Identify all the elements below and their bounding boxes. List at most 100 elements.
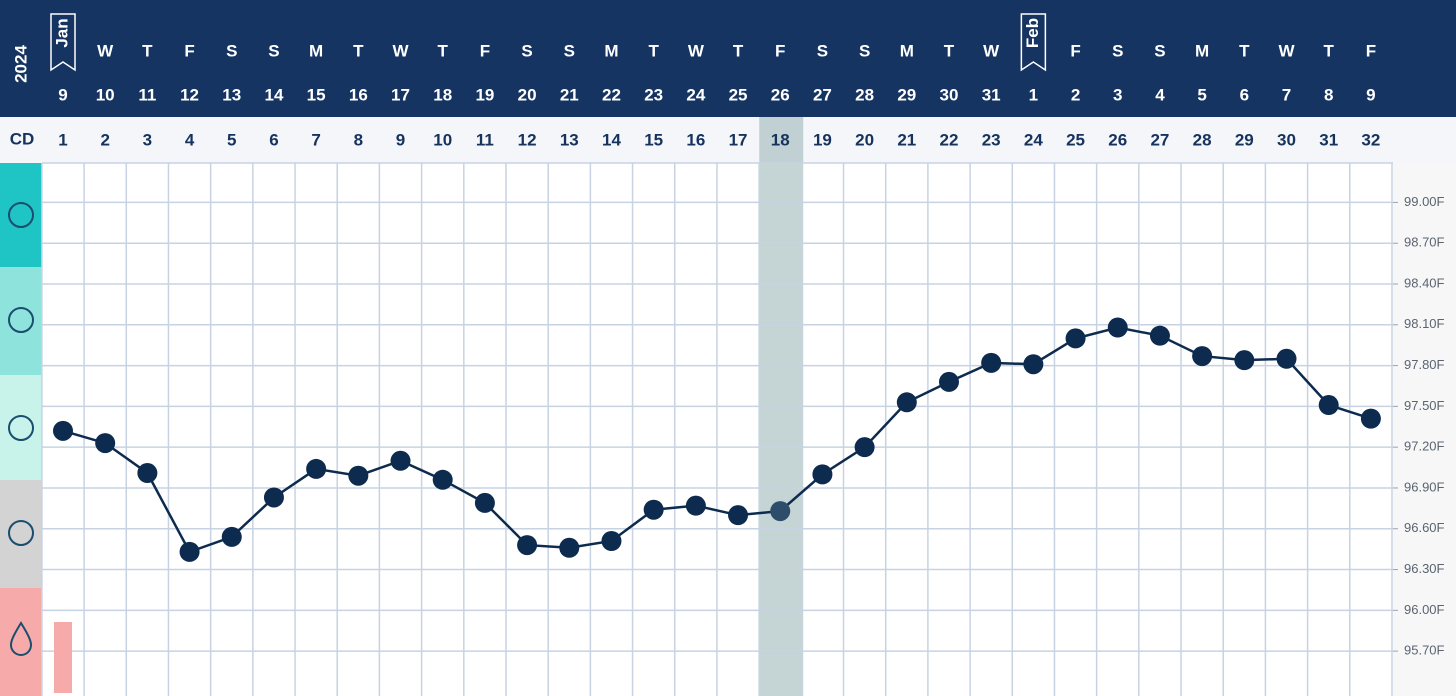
cycle-day: 9 xyxy=(396,130,405,149)
cycle-day: 2 xyxy=(100,130,109,149)
date: 24 xyxy=(686,85,705,104)
y-tick-label: 96.90F xyxy=(1404,479,1445,494)
temperature-point xyxy=(685,495,706,516)
date: 9 xyxy=(1366,85,1375,104)
cycle-day: 20 xyxy=(855,130,874,149)
weekday: F xyxy=(184,41,194,60)
date: 19 xyxy=(475,85,494,104)
y-tick-label: 97.80F xyxy=(1404,357,1445,372)
date: 23 xyxy=(644,85,663,104)
y-tick-label: 96.30F xyxy=(1404,561,1445,576)
cycle-day: 27 xyxy=(1150,130,1169,149)
y-tick-label: 98.10F xyxy=(1404,316,1445,331)
weekday: T xyxy=(438,41,449,60)
month-flag xyxy=(50,13,76,72)
temperature-point xyxy=(1192,346,1213,367)
weekday: S xyxy=(521,41,532,60)
cycle-day: 8 xyxy=(354,130,363,149)
axis-panel xyxy=(1393,163,1456,696)
y-tick-label: 98.40F xyxy=(1404,275,1445,290)
temperature-point xyxy=(1149,325,1170,346)
temperature-point xyxy=(348,465,369,486)
temperature-point xyxy=(179,541,200,562)
cycle-day: 26 xyxy=(1108,130,1127,149)
temperature-point xyxy=(53,420,73,441)
band xyxy=(0,480,42,588)
cycle-day: 32 xyxy=(1361,130,1380,149)
weekday: T xyxy=(944,41,955,60)
weekday: S xyxy=(1112,41,1123,60)
weekday: W xyxy=(1278,41,1295,60)
weekday: T xyxy=(733,41,744,60)
temperature-point xyxy=(95,433,116,454)
weekday: M xyxy=(309,41,323,60)
cycle-day: 6 xyxy=(269,130,278,149)
cycle-day: 24 xyxy=(1024,130,1043,149)
cycle-day: 21 xyxy=(897,130,916,149)
cycle-day: 4 xyxy=(185,130,195,149)
date: 8 xyxy=(1324,85,1333,104)
temperature-point xyxy=(137,463,158,484)
weekday: F xyxy=(775,41,785,60)
weekday: W xyxy=(392,41,409,60)
date: 31 xyxy=(982,85,1001,104)
band xyxy=(0,588,42,696)
weekday: T xyxy=(648,41,659,60)
cycle-day: 22 xyxy=(940,130,959,149)
weekday: S xyxy=(859,41,870,60)
cycle-day: 30 xyxy=(1277,130,1296,149)
temperature-point xyxy=(728,505,749,526)
date: 30 xyxy=(940,85,959,104)
icons xyxy=(8,202,34,656)
date: 10 xyxy=(96,85,115,104)
temperature-point xyxy=(390,450,411,471)
y-tick-label: 96.00F xyxy=(1404,602,1445,617)
weekday: F xyxy=(480,41,490,60)
date: 15 xyxy=(307,85,326,104)
date: 12 xyxy=(180,85,199,104)
date: 5 xyxy=(1197,85,1206,104)
weekday: S xyxy=(1154,41,1165,60)
cd-label: CD xyxy=(10,129,35,148)
date: 25 xyxy=(729,85,748,104)
date: 29 xyxy=(897,85,916,104)
date: 27 xyxy=(813,85,832,104)
y-tick-label: 95.70F xyxy=(1404,643,1445,658)
band xyxy=(0,375,42,480)
date: 3 xyxy=(1113,85,1122,104)
temperature-point xyxy=(1360,408,1381,429)
weekday: S xyxy=(564,41,575,60)
temperature-point xyxy=(1234,350,1255,371)
date: 1 xyxy=(1029,85,1038,104)
temperature-point xyxy=(517,535,538,556)
weekday: T xyxy=(1324,41,1335,60)
temperature-point xyxy=(1276,348,1297,369)
cycle-day: 13 xyxy=(560,130,579,149)
date: 22 xyxy=(602,85,621,104)
weekday: T xyxy=(353,41,364,60)
temperature-point xyxy=(981,352,1002,373)
temperature-point xyxy=(306,458,327,479)
month-label: Feb xyxy=(1023,18,1042,48)
temperature-point xyxy=(854,437,875,458)
temperature-point xyxy=(1318,395,1339,416)
cycle-day: 16 xyxy=(686,130,705,149)
band xyxy=(0,267,42,375)
date: 26 xyxy=(771,85,790,104)
weekday: F xyxy=(1366,41,1376,60)
weekday: T xyxy=(142,41,153,60)
weekday: M xyxy=(604,41,618,60)
weekday: T xyxy=(1239,41,1250,60)
temperature-point xyxy=(643,499,664,520)
date: 9 xyxy=(58,85,67,104)
temperature-point xyxy=(559,537,580,558)
date: 17 xyxy=(391,85,410,104)
cycle-day: 18 xyxy=(771,130,790,149)
date: 28 xyxy=(855,85,874,104)
temperature-point xyxy=(812,464,833,485)
temperature-point xyxy=(601,530,622,551)
weekday: M xyxy=(900,41,914,60)
cycle-day: 25 xyxy=(1066,130,1085,149)
weekday: M xyxy=(1195,41,1209,60)
year: 2024 xyxy=(11,45,30,83)
